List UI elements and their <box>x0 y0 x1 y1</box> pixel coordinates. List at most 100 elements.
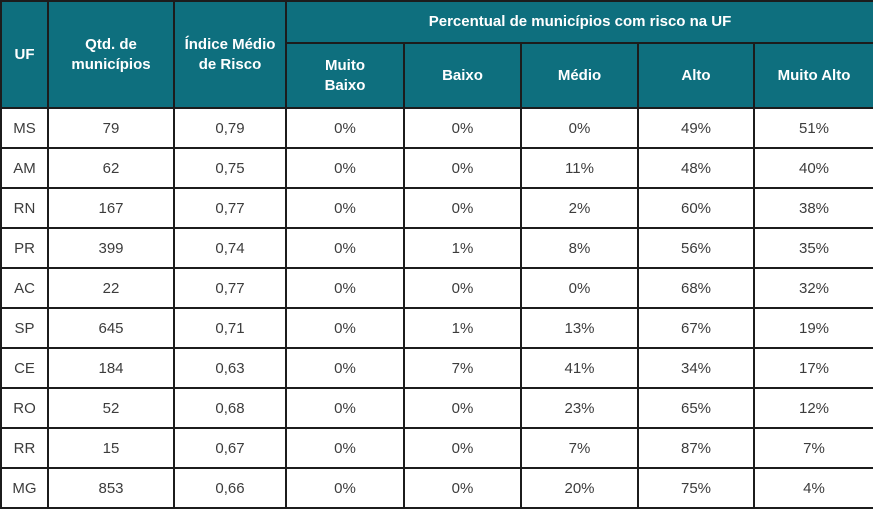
baixo-cell: 0% <box>403 427 522 469</box>
baixo-cell: 1% <box>403 227 522 269</box>
alto-cell: 60% <box>637 187 755 229</box>
table-row: MS 79 0,79 0% 0% 0% 49% 51% <box>0 107 873 149</box>
header-row-sub: Muito Baixo Baixo Médio Alto Muito Alto <box>1 42 873 109</box>
muito-baixo-cell: 0% <box>285 307 405 349</box>
medio-cell: 41% <box>520 347 639 389</box>
qtd-cell: 15 <box>47 427 175 469</box>
table-row: RR 15 0,67 0% 0% 7% 87% 7% <box>0 427 873 469</box>
muito-alto-cell: 4% <box>752 467 873 509</box>
muito-baixo-cell: 0% <box>285 427 405 469</box>
alto-cell: 56% <box>637 227 755 269</box>
uf-cell: RR <box>0 427 49 469</box>
indice-cell: 0,71 <box>173 307 287 349</box>
muito-baixo-cell: 0% <box>285 187 405 229</box>
qtd-cell: 645 <box>47 307 175 349</box>
qtd-cell: 184 <box>47 347 175 389</box>
indice-cell: 0,77 <box>173 267 287 309</box>
uf-cell: CE <box>0 347 49 389</box>
muito-baixo-cell: 0% <box>285 107 405 149</box>
muito-baixo-cell: 0% <box>285 147 405 189</box>
qtd-cell: 79 <box>47 107 175 149</box>
uf-cell: AC <box>0 267 49 309</box>
muito-alto-cell: 38% <box>752 187 873 229</box>
muito-alto-cell: 12% <box>752 387 873 429</box>
baixo-cell: 0% <box>403 387 522 429</box>
medio-cell: 0% <box>520 267 639 309</box>
alto-cell: 49% <box>637 107 755 149</box>
indice-cell: 0,77 <box>173 187 287 229</box>
header-uf: UF <box>0 0 49 109</box>
baixo-cell: 1% <box>403 307 522 349</box>
medio-cell: 8% <box>520 227 639 269</box>
uf-cell: AM <box>0 147 49 189</box>
baixo-cell: 0% <box>403 467 522 509</box>
muito-baixo-cell: 0% <box>285 347 405 389</box>
uf-cell: RO <box>0 387 49 429</box>
muito-alto-cell: 32% <box>752 267 873 309</box>
qtd-cell: 62 <box>47 147 175 189</box>
table-row: RO 52 0,68 0% 0% 23% 65% 12% <box>0 387 873 429</box>
indice-cell: 0,74 <box>173 227 287 269</box>
muito-alto-cell: 40% <box>752 147 873 189</box>
indice-cell: 0,66 <box>173 467 287 509</box>
medio-cell: 2% <box>520 187 639 229</box>
qtd-cell: 853 <box>47 467 175 509</box>
muito-baixo-cell: 0% <box>285 387 405 429</box>
table-row: SP 645 0,71 0% 1% 13% 67% 19% <box>0 307 873 349</box>
alto-cell: 48% <box>637 147 755 189</box>
header-medio: Médio <box>520 42 639 109</box>
header-baixo: Baixo <box>403 42 522 109</box>
medio-cell: 13% <box>520 307 639 349</box>
alto-cell: 87% <box>637 427 755 469</box>
table-row: MG 853 0,66 0% 0% 20% 75% 4% <box>0 467 873 509</box>
table-row: PR 399 0,74 0% 1% 8% 56% 35% <box>0 227 873 269</box>
baixo-cell: 0% <box>403 107 522 149</box>
baixo-cell: 0% <box>403 267 522 309</box>
header-indice-medio-risco: Índice Médio de Risco <box>173 0 287 109</box>
muito-alto-cell: 51% <box>752 107 873 149</box>
header-muito-baixo: Muito Baixo <box>285 42 405 109</box>
header-qtd-municipios: Qtd. de municípios <box>47 0 175 109</box>
uf-cell: MS <box>0 107 49 149</box>
indice-cell: 0,79 <box>173 107 287 149</box>
uf-cell: MG <box>0 467 49 509</box>
header-muito-alto: Muito Alto <box>752 42 873 109</box>
muito-baixo-cell: 0% <box>285 267 405 309</box>
indice-cell: 0,75 <box>173 147 287 189</box>
muito-alto-cell: 7% <box>752 427 873 469</box>
uf-cell: SP <box>0 307 49 349</box>
qtd-cell: 167 <box>47 187 175 229</box>
indice-cell: 0,63 <box>173 347 287 389</box>
table-row: AM 62 0,75 0% 0% 11% 48% 40% <box>0 147 873 189</box>
indice-cell: 0,67 <box>173 427 287 469</box>
alto-cell: 67% <box>637 307 755 349</box>
table-row: CE 184 0,63 0% 7% 41% 34% 17% <box>0 347 873 389</box>
baixo-cell: 7% <box>403 347 522 389</box>
muito-alto-cell: 35% <box>752 227 873 269</box>
header-row-group: UF Qtd. de municípios Índice Médio de Ri… <box>0 0 873 109</box>
medio-cell: 20% <box>520 467 639 509</box>
baixo-cell: 0% <box>403 147 522 189</box>
muito-baixo-cell: 0% <box>285 467 405 509</box>
muito-alto-cell: 17% <box>752 347 873 389</box>
medio-cell: 7% <box>520 427 639 469</box>
header-percentual-group: Percentual de municípios com risco na UF <box>284 0 873 44</box>
alto-cell: 65% <box>637 387 755 429</box>
uf-cell: PR <box>0 227 49 269</box>
table-body: MS 79 0,79 0% 0% 0% 49% 51% AM 62 0,75 0% 0% 11% 48% 40… <box>0 107 873 509</box>
indice-cell: 0,68 <box>173 387 287 429</box>
qtd-cell: 22 <box>47 267 175 309</box>
table-row: AC 22 0,77 0% 0% 0% 68% 32% <box>0 267 873 309</box>
qtd-cell: 399 <box>47 227 175 269</box>
medio-cell: 0% <box>520 107 639 149</box>
qtd-cell: 52 <box>47 387 175 429</box>
baixo-cell: 0% <box>403 187 522 229</box>
muito-alto-cell: 19% <box>752 307 873 349</box>
uf-cell: RN <box>0 187 49 229</box>
header-alto: Alto <box>637 42 755 109</box>
table-row: RN 167 0,77 0% 0% 2% 60% 38% <box>0 187 873 229</box>
medio-cell: 11% <box>520 147 639 189</box>
alto-cell: 34% <box>637 347 755 389</box>
